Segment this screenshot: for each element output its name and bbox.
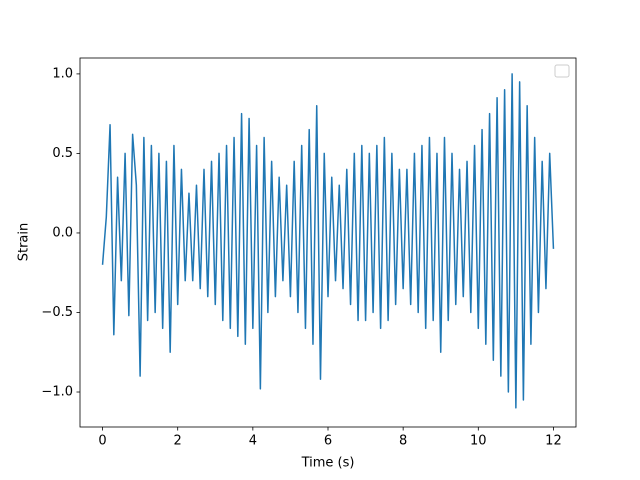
x-tick-label: 0 bbox=[98, 434, 106, 449]
x-tick-label: 6 bbox=[324, 434, 332, 449]
y-axis-label: Strain bbox=[17, 223, 32, 262]
x-tick-label: 8 bbox=[399, 434, 407, 449]
y-tick-label: −1.0 bbox=[41, 385, 73, 400]
plot-frame bbox=[79, 57, 577, 428]
x-tick-label: 10 bbox=[470, 434, 487, 449]
x-axis-label: Time (s) bbox=[301, 456, 355, 471]
data-line bbox=[101, 73, 555, 409]
x-tick-label: 12 bbox=[545, 434, 562, 449]
y-tick-label: 1.0 bbox=[52, 66, 73, 81]
y-tick-label: −0.5 bbox=[41, 305, 73, 320]
x-tick-label: 4 bbox=[249, 434, 257, 449]
y-tick-label: 0.5 bbox=[52, 146, 73, 161]
legend bbox=[554, 64, 570, 78]
y-tick-label: 0.0 bbox=[52, 225, 73, 240]
x-tick-label: 2 bbox=[174, 434, 182, 449]
